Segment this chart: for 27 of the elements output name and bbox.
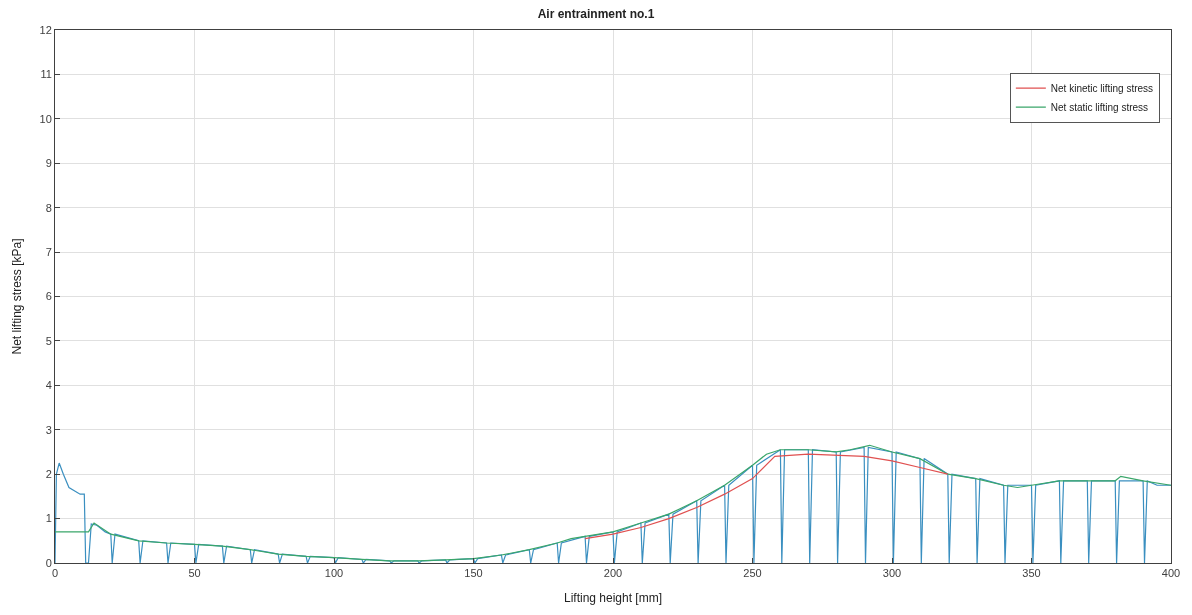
- x-tick-label: 50: [188, 567, 201, 580]
- y-tick-label: 6: [45, 290, 52, 303]
- y-tick-label: 4: [45, 379, 52, 392]
- y-tick-label: 12: [39, 23, 52, 36]
- x-tick-label: 150: [464, 567, 483, 580]
- y-tick-label: 8: [45, 201, 52, 214]
- y-tick-label: 5: [45, 334, 52, 347]
- x-tick-label: 350: [1022, 567, 1041, 580]
- y-tick-label: 2: [45, 468, 52, 481]
- y-tick-label: 1: [45, 512, 52, 525]
- y-axis-title: Net lifting stress [kPa]: [9, 238, 24, 355]
- x-tick-label: 100: [324, 567, 344, 580]
- y-tick-label: 7: [45, 245, 52, 258]
- y-tick-label: 10: [39, 112, 52, 125]
- x-tick-label: 300: [882, 567, 902, 580]
- x-tick-label: 400: [1161, 567, 1181, 580]
- x-tick-label: 200: [603, 567, 623, 580]
- y-tick-label: 9: [45, 157, 52, 170]
- y-tick-label: 11: [40, 68, 52, 81]
- x-axis-title: Lifting height [mm]: [563, 591, 663, 606]
- line-series: [584, 453, 949, 540]
- y-tick-label: 3: [45, 423, 52, 436]
- legend-label: Net static lifting stress: [1050, 102, 1149, 114]
- chart-title: Air entrainment no.1: [537, 6, 655, 21]
- y-tick-label: 0: [45, 556, 52, 569]
- x-tick-label: 250: [743, 567, 762, 580]
- legend-label: Net kinetic lifting stress: [1050, 83, 1154, 95]
